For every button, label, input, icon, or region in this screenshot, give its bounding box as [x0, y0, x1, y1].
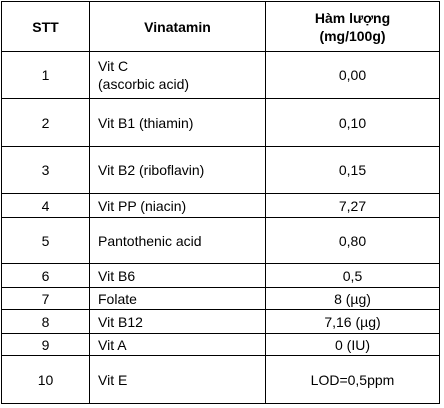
header-content-unit: (mg/100g)	[319, 27, 386, 44]
cell-vitamin: Folate	[89, 287, 266, 310]
header-content: Hàm lượng (mg/100g)	[265, 1, 440, 52]
cell-vitamin: Vit PP (niacin)	[89, 193, 266, 218]
table-row: 2 Vit B1 (thiamin) 0,10	[1, 98, 440, 147]
cell-value: 0,10	[265, 98, 440, 147]
table-row: 5 Pantothenic acid 0,80	[1, 217, 440, 264]
cell-stt: 2	[1, 98, 90, 147]
cell-stt: 8	[1, 309, 90, 334]
table-row: 8 Vit B12 7,16 (µg)	[1, 309, 440, 334]
cell-value: 0 (IU)	[265, 333, 440, 356]
cell-stt: 7	[1, 287, 90, 310]
cell-stt: 5	[1, 217, 90, 264]
table-row: 1 Vit C (ascorbic acid) 0,00	[1, 51, 440, 99]
table-row: 9 Vit A 0 (IU)	[1, 333, 440, 356]
cell-stt: 10	[1, 355, 90, 404]
table-row: 10 Vit E LOD=0,5ppm	[1, 355, 440, 404]
cell-value: 7,27	[265, 193, 440, 218]
header-vitamin: Vinatamin	[89, 1, 266, 52]
cell-vitamin: Vit A	[89, 333, 266, 356]
cell-value: 8 (µg)	[265, 287, 440, 310]
cell-vitamin: Vit C (ascorbic acid)	[89, 51, 266, 99]
cell-value: 0,15	[265, 146, 440, 194]
cell-stt: 3	[1, 146, 90, 194]
cell-stt: 1	[1, 51, 90, 99]
vitamin-name: Vit C	[98, 58, 129, 74]
cell-vitamin: Pantothenic acid	[89, 217, 266, 264]
cell-value: 0,80	[265, 217, 440, 264]
cell-value: 7,16 (µg)	[265, 309, 440, 334]
cell-value: 0,5	[265, 263, 440, 288]
cell-stt: 6	[1, 263, 90, 288]
cell-stt: 4	[1, 193, 90, 218]
table-row: 4 Vit PP (niacin) 7,27	[1, 193, 440, 218]
cell-vitamin: Vit E	[89, 355, 266, 404]
header-stt: STT	[1, 1, 90, 52]
vitamin-name-detail: (ascorbic acid)	[98, 76, 190, 92]
header-content-line1: Hàm lượng	[314, 9, 391, 26]
vitamin-content-table: STT Vinatamin Hàm lượng (mg/100g) 1 Vit …	[1, 1, 440, 404]
table-row: 3 Vit B2 (riboflavin) 0,15	[1, 146, 440, 194]
cell-value: 0,00	[265, 51, 440, 99]
cell-value: LOD=0,5ppm	[265, 355, 440, 404]
cell-vitamin: Vit B2 (riboflavin)	[89, 146, 266, 194]
table-row: 6 Vit B6 0,5	[1, 263, 440, 288]
cell-vitamin: Vit B6	[89, 263, 266, 288]
cell-vitamin: Vit B1 (thiamin)	[89, 98, 266, 147]
table-header-row: STT Vinatamin Hàm lượng (mg/100g)	[1, 1, 440, 52]
cell-stt: 9	[1, 333, 90, 356]
cell-vitamin: Vit B12	[89, 309, 266, 334]
table-row: 7 Folate 8 (µg)	[1, 287, 440, 310]
